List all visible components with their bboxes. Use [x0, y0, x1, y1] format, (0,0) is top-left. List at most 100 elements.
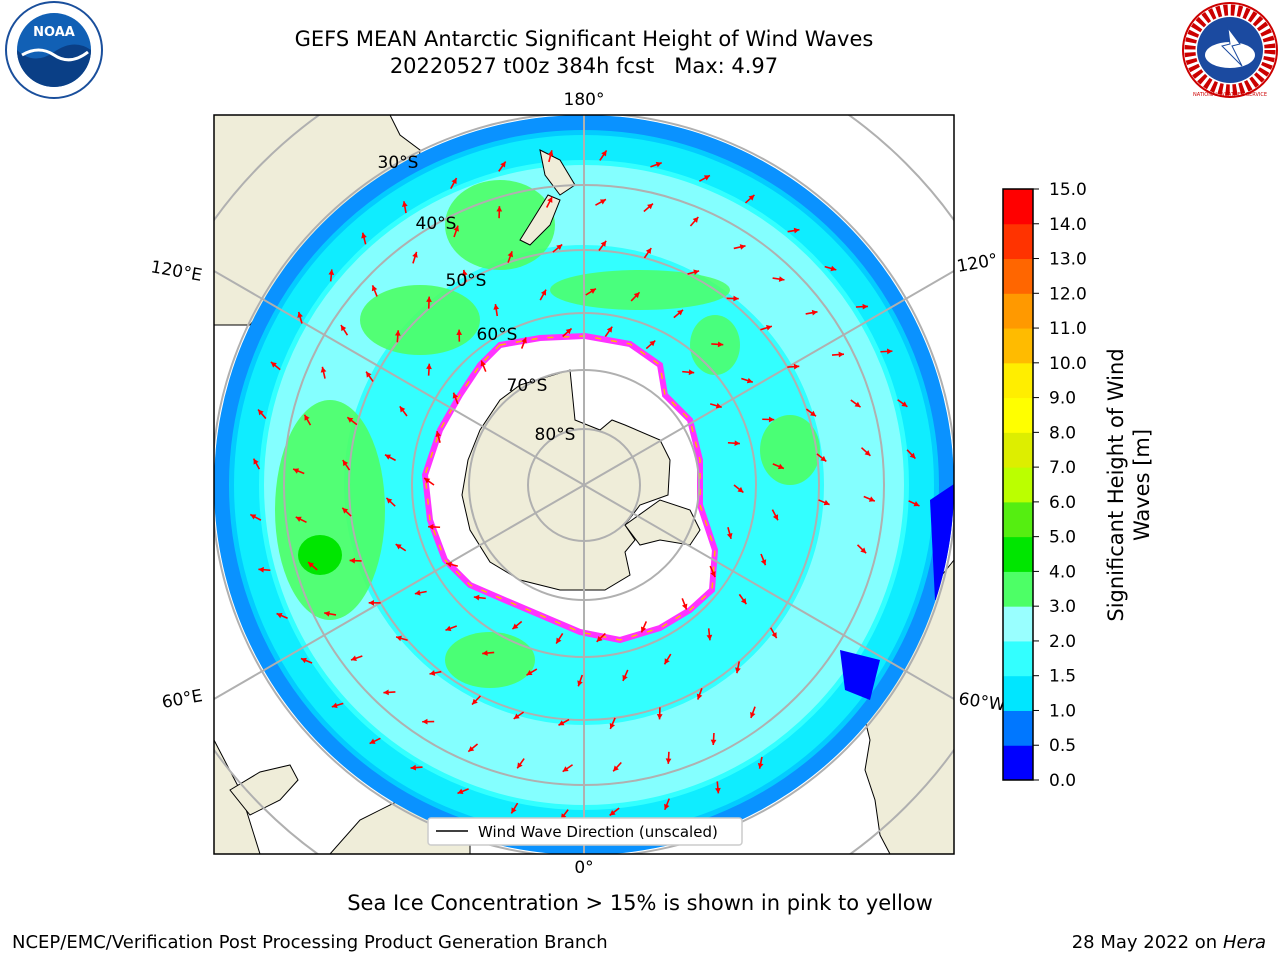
colorbar-tick-label: 5.0	[1049, 528, 1076, 548]
colorbar-segment	[1003, 397, 1033, 433]
wave-direction-arrowhead	[399, 406, 406, 413]
lon-label-0: 0°	[574, 858, 593, 878]
colorbar-label-line2: Waves [m]	[1130, 429, 1154, 541]
arrow-legend: Wind Wave Direction (unscaled)	[427, 817, 743, 846]
colorbar-tick-label: 2.0	[1049, 632, 1076, 652]
colorbar-segment	[1003, 328, 1033, 364]
wave-patch	[690, 315, 740, 375]
wave-direction-arrowhead	[250, 514, 257, 520]
nws-logo: NATIONAL WEATHER SERVICE	[1182, 2, 1278, 98]
wave-direction-arrowhead	[473, 594, 480, 601]
wave-direction-arrowhead	[394, 330, 401, 336]
wave-direction-arrowhead	[887, 348, 893, 355]
antarctica-land	[461, 369, 671, 591]
wave-direction-arrowhead	[746, 377, 753, 384]
wave-direction-arrowhead	[665, 758, 672, 764]
lat-label-60s: 60°S	[477, 325, 518, 345]
wave-direction-arrowhead	[517, 762, 523, 769]
colorbar-segment	[1003, 675, 1033, 711]
wave-direction-arrowhead	[342, 507, 349, 514]
wave-direction-arrowhead	[540, 289, 547, 296]
wave-direction-arrowhead	[696, 693, 703, 700]
wave-direction-arrowhead	[426, 296, 432, 302]
wave-direction-arrowhead	[547, 150, 554, 157]
wave-direction-arrowhead	[558, 720, 565, 726]
wave-direction-arrowhead	[740, 598, 747, 605]
wave-direction-arrowhead	[655, 161, 662, 168]
colorbar-segment	[1003, 432, 1033, 468]
wave-direction-arrowhead	[692, 216, 699, 223]
wave-direction-arrowhead	[677, 309, 684, 316]
wave-direction-arrowhead	[412, 251, 418, 258]
wave-direction-arrowhead	[468, 746, 475, 752]
wave-direction-arrowhead	[735, 667, 741, 674]
wave-direction-arrowhead	[556, 244, 563, 251]
wave-direction-arrowhead	[609, 722, 616, 729]
wave-direction-arrowhead	[649, 340, 656, 347]
wave-direction-arrowhead	[396, 635, 402, 642]
madagascar-land	[229, 764, 299, 816]
wave-direction-arrowhead	[757, 762, 764, 769]
wave-direction-arrowhead	[820, 455, 827, 462]
wave-direction-arrowhead	[710, 739, 717, 745]
wave-direction-arrowhead	[862, 303, 868, 310]
wave-direction-arrowhead	[734, 440, 740, 447]
lon-label-120e: 120°E	[149, 257, 203, 286]
colorbar-tick-label: 15.0	[1049, 180, 1087, 200]
wave-direction-arrowhead	[864, 450, 871, 456]
wave-direction-arrowhead	[909, 452, 916, 459]
wave-direction-arrowhead	[253, 458, 259, 465]
colorbar-tick-label: 0.5	[1049, 736, 1076, 756]
wave-direction-arrowhead	[347, 417, 354, 423]
wave-direction-arrowhead	[793, 227, 800, 234]
wave-direction-arrowhead	[599, 199, 606, 205]
lat-label-80s: 80°S	[535, 425, 576, 445]
wave-direction-arrowhead	[726, 532, 733, 539]
wave-direction-arrowhead	[633, 292, 640, 299]
wave-direction-arrowhead	[320, 366, 327, 373]
wave-direction-arrowhead	[521, 337, 527, 344]
wave-direction-arrowhead	[717, 341, 724, 348]
wave-direction-arrowhead	[703, 175, 710, 181]
wave-direction-arrowhead	[340, 325, 347, 332]
wave-direction-arrowhead	[562, 766, 569, 772]
wave-direction-arrowhead	[361, 232, 367, 239]
colorbar-segment	[1003, 293, 1033, 329]
wave-direction-arrowhead	[513, 713, 520, 719]
wave-direction-arrowhead	[453, 225, 459, 232]
footer-date-text: 28 May 2022 on	[1071, 932, 1218, 953]
wave-direction-arrowhead	[681, 603, 688, 610]
wave-direction-arrowhead	[622, 674, 628, 681]
wave-direction-arrowhead	[395, 544, 402, 550]
chart-subtitle: 20220527 t00z 384h fcst Max: 4.97	[389, 54, 779, 78]
lon-label-60w: 60°W	[957, 689, 1006, 715]
colorbar-tick-label: 0.0	[1049, 771, 1076, 791]
wave-direction-arrowhead	[507, 251, 514, 258]
colorbar-tick-label: 1.5	[1049, 667, 1076, 687]
wave-direction-arrowhead	[793, 363, 800, 370]
wave-direction-arrowhead	[456, 329, 463, 335]
lat-label-50s: 50°S	[446, 271, 487, 291]
colorbar	[1003, 189, 1033, 781]
wave-direction-arrowhead	[739, 244, 746, 250]
wave-patch	[298, 535, 342, 575]
wave-direction-arrowhead	[426, 363, 432, 370]
wave-direction-arrowhead	[386, 497, 393, 504]
wave-direction-arrowhead	[480, 360, 486, 367]
wave-direction-arrowhead	[493, 304, 500, 310]
colorbar-tick-label: 12.0	[1049, 284, 1087, 304]
wave-direction-arrowhead	[366, 371, 372, 378]
wave-direction-arrowhead	[715, 403, 722, 409]
wave-direction-arrowhead	[901, 401, 908, 407]
wave-direction-arrowhead	[369, 738, 376, 744]
wave-direction-arrowhead	[854, 401, 861, 408]
lon-label-60e: 60°E	[160, 686, 204, 713]
wave-direction-arrowhead	[295, 516, 302, 522]
wave-direction-arrowhead	[693, 269, 700, 276]
wave-direction-arrowhead	[606, 326, 613, 333]
lat-label-40s: 40°S	[416, 214, 457, 234]
colorbar-tick-label: 4.0	[1049, 562, 1076, 582]
wave-direction-arrowhead	[457, 788, 464, 795]
wave-direction-arrowhead	[664, 658, 670, 665]
wave-direction-arrowhead	[371, 285, 378, 292]
